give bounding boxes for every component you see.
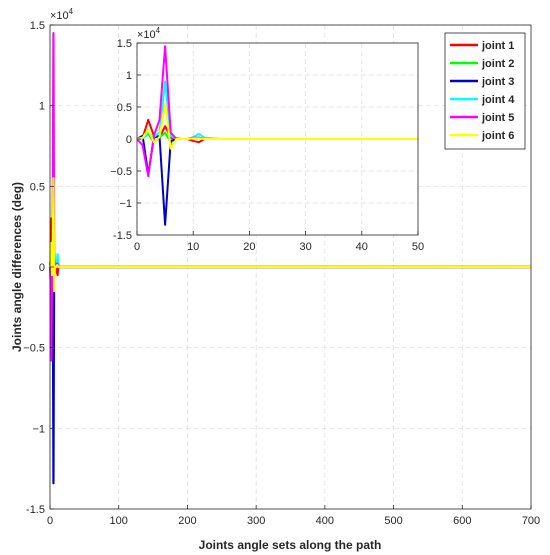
main-x-tick-label: 0	[47, 515, 53, 527]
main-x-tick-label: 300	[247, 515, 265, 527]
main-y-tick-label: 0.5	[30, 181, 45, 193]
inset-series-line-joint-6	[136, 102, 418, 150]
main-x-tick-label: 200	[178, 515, 196, 527]
inset-y-tick-label: −0.5	[110, 166, 132, 178]
inset-y-tick-label: 0	[126, 134, 132, 146]
y-axis-label: Joints angle differences (deg)	[10, 182, 24, 352]
main-x-tick-label: 500	[384, 515, 402, 527]
main-y-tick-label: -1.5	[26, 504, 45, 516]
main-x-tick-label: 600	[453, 515, 471, 527]
inset-x-tick-label: 40	[356, 241, 368, 253]
inset-x-tick-label: 10	[187, 241, 199, 253]
inset-y-tick-label: -1.5	[113, 230, 132, 242]
inset-x-tick-label: 20	[243, 241, 255, 253]
inset-x-tick-label: 0	[134, 241, 140, 253]
main-y-multiplier: ×104	[50, 7, 74, 22]
main-x-tick-label: 400	[316, 515, 334, 527]
inset-y-tick-label: −1	[119, 198, 132, 210]
legend-label-joint-5: joint 5	[481, 112, 514, 124]
main-y-tick-label: 1	[39, 101, 45, 113]
legend-label-joint-3: joint 3	[481, 76, 514, 88]
inset-y-ticks: -1.5 −1 −0.5 0 0.5 1 1.5	[110, 38, 141, 242]
inset-y-tick-label: 1	[126, 70, 132, 82]
main-x-tick-label: 700	[522, 515, 540, 527]
main-y-tick-label: 1.5	[30, 20, 45, 32]
legend-label-joint-2: joint 2	[481, 58, 514, 70]
inset-x-ticks: 0 10 20 30 40 50	[134, 231, 424, 253]
main-x-tick-label: 100	[110, 515, 128, 527]
inset-series	[136, 45, 418, 226]
inset-y-multiplier: ×104	[137, 26, 161, 41]
main-y-tick-label: −1	[32, 423, 45, 435]
main-y-tick-label: 0	[39, 262, 45, 274]
inset-y-tick-label: 0.5	[117, 102, 132, 114]
x-axis-label: Joints angle sets along the path	[199, 538, 382, 552]
main-series-line-joint-6	[48, 177, 531, 293]
inset-y-tick-label: 1.5	[117, 38, 132, 50]
legend-label-joint-4: joint 4	[481, 94, 515, 106]
legend-label-joint-6: joint 6	[481, 130, 514, 142]
main-series	[48, 31, 531, 485]
main-y-ticks: -1.5 −1 −0.5 0 0.5 1 1.5	[23, 20, 54, 516]
legend-label-joint-1: joint 1	[481, 40, 514, 52]
legend-box	[444, 32, 526, 150]
main-y-tick-label: −0.5	[23, 343, 45, 355]
inset-x-tick-label: 30	[299, 241, 311, 253]
inset-plot: 0 10 20 30 40 50 -1.5 −1 −0.5 0 0.5 1 1.5 ×104	[110, 26, 424, 253]
inset-x-tick-label: 50	[412, 241, 424, 253]
legend: joint 1 joint 2 joint 3 joint 4 joint 5 joint…	[444, 32, 526, 150]
main-x-ticks: 0 100 200 300 400 500 600 700	[47, 505, 540, 527]
